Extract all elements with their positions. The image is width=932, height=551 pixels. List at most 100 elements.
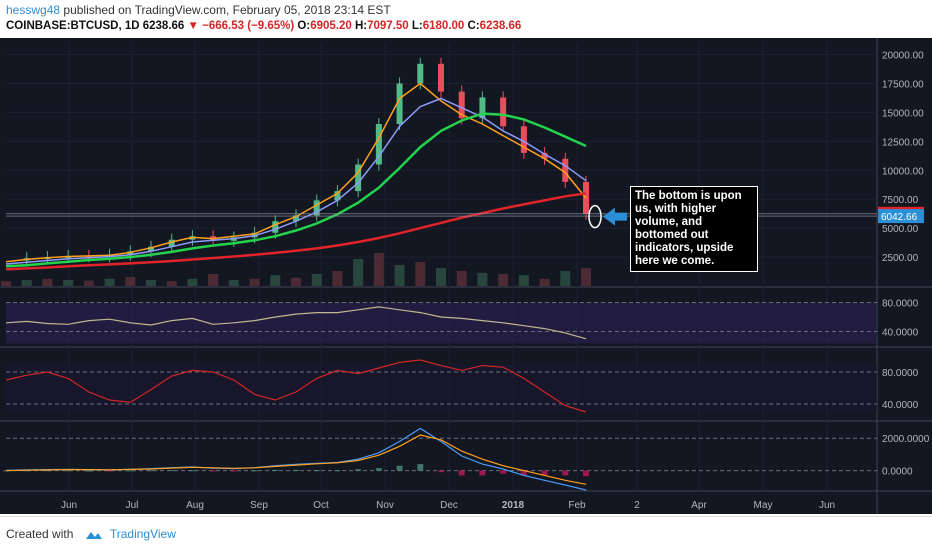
volume-bar <box>21 280 32 286</box>
y-tick-label: 17500.00 <box>882 80 924 91</box>
volume-bar <box>560 271 571 286</box>
y-tick-label: 40.0000 <box>882 328 919 339</box>
x-tick-label: May <box>754 500 773 511</box>
y-tick-label: 7500.00 <box>882 195 919 206</box>
volume-bar <box>332 271 343 286</box>
close-value: 6238.66 <box>479 20 522 32</box>
tradingview-link[interactable]: TradingView <box>109 527 176 541</box>
volume-bar <box>394 265 405 286</box>
arrow-left-icon <box>603 207 627 226</box>
histogram-bar <box>417 464 424 471</box>
x-tick-label: 2 <box>634 500 640 511</box>
histogram-bar <box>272 469 279 471</box>
candle <box>355 164 362 192</box>
price-change: −666.53 (−9.65%) <box>202 20 295 32</box>
price-label-box <box>878 209 924 224</box>
x-tick-label: Oct <box>313 500 329 511</box>
histogram-bar <box>334 470 341 472</box>
osc-band <box>6 364 877 412</box>
x-tick-label: Dec <box>440 500 458 511</box>
volume-bar <box>208 274 219 286</box>
histogram-bar <box>438 470 444 473</box>
volume-bar <box>228 280 239 286</box>
volume-bar <box>249 278 260 286</box>
histogram-bar <box>148 470 154 472</box>
candle <box>85 255 92 258</box>
tradingview-logo-icon <box>85 531 102 539</box>
footer: Created with TradingView <box>0 516 932 551</box>
moving-average-line <box>5 192 587 271</box>
candle <box>562 158 569 182</box>
histogram-bar <box>230 470 237 472</box>
histogram-bar <box>520 470 527 476</box>
y-tick-label: 20000.00 <box>882 51 924 62</box>
volume-bar <box>125 277 136 286</box>
histogram-bar <box>562 470 569 476</box>
histogram-bar <box>396 465 403 471</box>
candle <box>272 221 279 233</box>
moving-average-line <box>5 82 587 263</box>
created-text: Created with <box>6 527 74 541</box>
annotation-note[interactable]: The bottom is upon us, with higher volum… <box>630 186 758 272</box>
x-tick-label: Jun <box>819 500 835 511</box>
volume-bar <box>187 278 198 286</box>
volume-bar <box>270 275 281 286</box>
candle <box>520 126 527 153</box>
symbol-line: COINBASE:BTCUSD, 1D 6238.66 ▼ −666.53 (−… <box>6 20 521 32</box>
candle <box>500 97 507 127</box>
y-tick-label: 15000.00 <box>882 108 924 119</box>
candle <box>541 152 548 159</box>
candle <box>293 215 299 222</box>
author-link[interactable]: hesswg48 <box>6 3 61 17</box>
published-line: hesswg48 published on TradingView.com, F… <box>6 3 391 17</box>
volume-bar <box>436 268 446 286</box>
y-tick-label: 80.0000 <box>882 299 919 310</box>
histogram-bar <box>355 469 362 471</box>
volume-bar <box>311 274 322 286</box>
volume-bar <box>104 278 115 286</box>
volume-bar <box>166 281 177 286</box>
histogram-bar <box>85 470 92 472</box>
volume-bar <box>415 262 426 286</box>
open-label: O: <box>297 20 311 32</box>
symbol-name: COINBASE:BTCUSD, 1D <box>6 20 140 32</box>
x-tick-label: Jul <box>126 500 139 511</box>
chart-header: hesswg48 published on TradingView.com, F… <box>0 0 932 36</box>
indicator-line <box>5 434 587 485</box>
volume-bar <box>83 280 94 286</box>
histogram-bar <box>168 470 175 472</box>
candle <box>313 200 320 216</box>
y-tick-label: 5000.00 <box>882 224 919 235</box>
volume-bar <box>353 259 364 286</box>
histogram-bar <box>293 469 299 471</box>
y-tick-label: 2500.00 <box>882 253 919 264</box>
x-tick-label: Sep <box>250 500 268 511</box>
volume-bar <box>456 271 467 286</box>
published-text: published on TradingView.com, February 0… <box>63 3 391 17</box>
y-tick-label: 40.0000 <box>882 400 919 411</box>
volume-bar <box>581 268 591 286</box>
last-price: 6238.66 <box>142 20 185 32</box>
volume-bar <box>63 280 74 286</box>
x-tick-label: Feb <box>568 500 586 511</box>
highlight-ellipse <box>588 204 602 229</box>
histogram-bar <box>583 470 589 477</box>
histogram-bar <box>189 470 196 472</box>
open-value: 6905.20 <box>310 20 352 32</box>
y-tick-label: 0.0000 <box>882 467 913 478</box>
histogram-bar <box>127 470 134 472</box>
high-value: 7097.50 <box>367 20 409 32</box>
histogram-bar <box>251 470 258 472</box>
moving-average-line <box>5 97 587 265</box>
volume-bar <box>42 278 53 286</box>
histogram-bar <box>65 470 72 472</box>
histogram-bar <box>44 470 51 472</box>
candle <box>168 239 175 247</box>
histogram-bar <box>3 470 9 472</box>
down-triangle-icon: ▼ <box>187 20 199 32</box>
y-tick-label: 80.0000 <box>882 368 919 379</box>
low-value: 6180.00 <box>422 20 465 32</box>
volume-bar <box>291 277 301 286</box>
histogram-bar <box>313 470 320 472</box>
price-chart[interactable]: Jun Jul Aug Sep Oct Nov Dec 2018 Feb 2 Apr May Jun 20… <box>0 38 932 514</box>
